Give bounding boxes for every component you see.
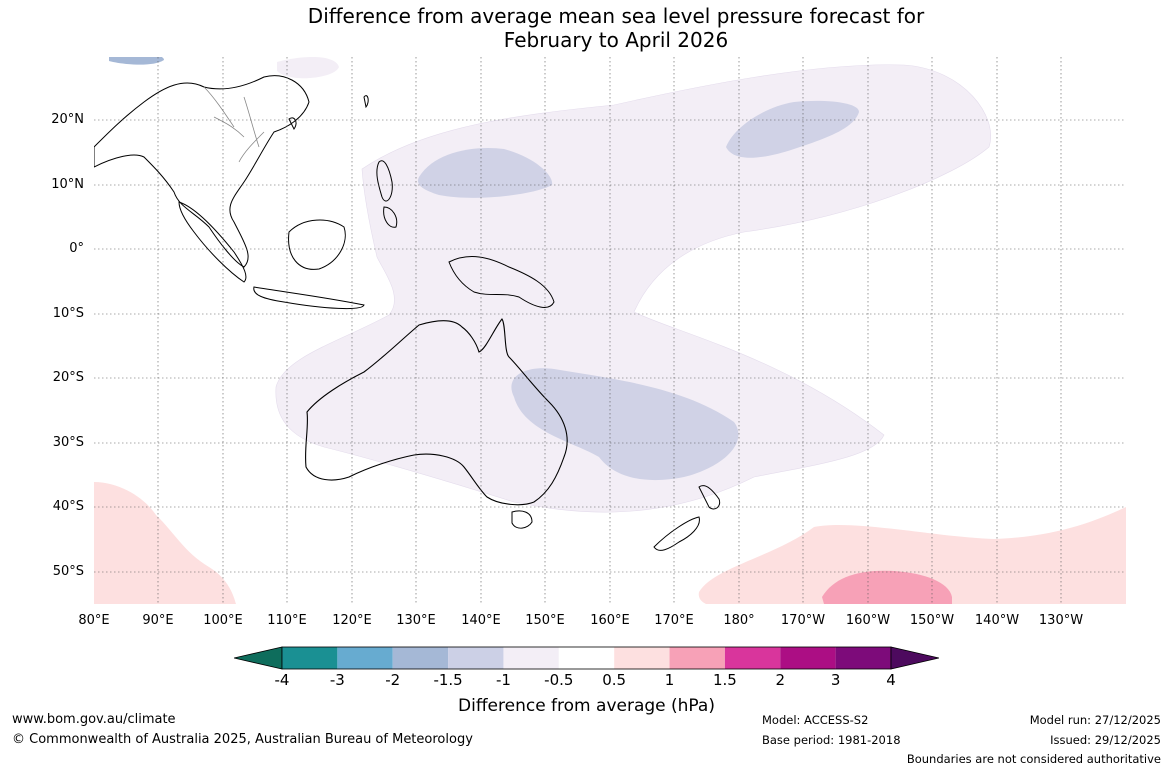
legend-tick-label: -1 (495, 671, 511, 689)
legend-tick-label: 1.5 (712, 671, 737, 689)
legend-swatch (669, 647, 725, 669)
java-coastline (253, 286, 365, 310)
legend-swatch (724, 647, 781, 669)
model-text: Model: ACCESS-S2 (762, 713, 869, 727)
lon-label-130e: 130°E (396, 613, 436, 628)
legend-swatch (780, 647, 836, 669)
new-guinea-coastline (448, 256, 555, 308)
country-borders (203, 86, 265, 163)
lon-label-80e: 80°E (78, 613, 110, 628)
hainan-taiwan-coastline (288, 95, 369, 130)
australia-coastline (305, 318, 568, 506)
legend-swatch (337, 647, 393, 669)
legend-tick-label: -2 (385, 671, 401, 689)
base-period-text: Base period: 1981-2018 (762, 733, 901, 747)
lon-label-160e: 160°E (590, 613, 630, 628)
lon-label-90e: 90°E (142, 613, 174, 628)
disclaimer-text: Boundaries are not considered authoritat… (906, 752, 1161, 766)
lon-label-170e: 170°E (654, 613, 694, 628)
legend-tick-label: -1.5 (433, 671, 463, 689)
legend-tick-label: 4 (886, 671, 896, 689)
map-title-line1: Difference from average mean sea level p… (307, 4, 925, 28)
legend-swatch (448, 647, 504, 669)
anomaly-region-blue-negative (109, 57, 164, 65)
sumatra-coastline (178, 201, 247, 283)
legend-swatch (835, 647, 891, 669)
issued-text: Issued: 29/12/2025 (1050, 733, 1161, 747)
anomaly-region-light-positive-southwest (94, 482, 236, 604)
legend-arrow-low (234, 646, 283, 670)
lon-label-150w: 150°W (909, 613, 955, 628)
anomaly-region-mid-negative-tropics (418, 147, 553, 198)
borneo-coastline (288, 219, 346, 270)
legend-tick-label: -3 (329, 671, 345, 689)
lat-label-10n: 10°N (51, 177, 84, 192)
legend-tick-label: 2 (775, 671, 786, 689)
legend-arrow-high (890, 646, 939, 670)
lon-label-160w: 160°W (845, 613, 891, 628)
website-text: www.bom.gov.au/climate (12, 712, 176, 727)
anomaly-region-mid-positive (822, 570, 952, 604)
legend-swatch (392, 647, 449, 669)
lat-label-0: 0° (69, 241, 84, 256)
legend-tick-label: -4 (274, 671, 290, 689)
lon-label-140e: 140°E (461, 613, 501, 628)
legend-tick-label: 1 (664, 671, 675, 689)
copyright-text: © Commonwealth of Australia 2025, Austra… (12, 732, 473, 747)
legend-tick-label: 3 (830, 671, 841, 689)
legend-label: Difference from average (hPa) (458, 696, 715, 716)
map-title-line2: February to April 2026 (503, 28, 729, 52)
lon-label-100e: 100°E (203, 613, 243, 628)
legend-tick-label: -0.5 (544, 671, 574, 689)
legend-swatch (614, 647, 670, 669)
philippines-coastline (376, 160, 398, 228)
legend-swatch (503, 647, 559, 669)
legend-swatch (558, 647, 615, 669)
anomaly-region-mid-negative-north-pacific (726, 100, 859, 158)
lat-label-50s: 50°S (52, 564, 84, 579)
gridlines (94, 57, 1126, 604)
lon-label-130w: 130°W (1038, 613, 1084, 628)
lat-label-10s: 10°S (52, 306, 84, 321)
anomaly-region-light-negative-north (277, 57, 339, 79)
lat-label-20s: 20°S (52, 370, 84, 385)
anomaly-region-mid-negative-coral-sea (511, 368, 739, 481)
lon-label-180: 180° (723, 613, 755, 628)
lat-label-20n: 20°N (51, 112, 84, 127)
lon-label-140w: 140°W (974, 613, 1020, 628)
new-zealand-coastline (653, 485, 721, 551)
lon-label-170w: 170°W (780, 613, 826, 628)
lat-label-40s: 40°S (52, 499, 84, 514)
lon-label-110e: 110°E (267, 613, 307, 628)
lon-label-150e: 150°E (525, 613, 565, 628)
model-run-text: Model run: 27/12/2025 (1029, 713, 1161, 727)
tasmania-coastline (511, 510, 533, 529)
asia-mainland-coastline (94, 75, 310, 268)
map-title: Difference from average mean sea level p… (0, 4, 1173, 52)
lon-label-120e: 120°E (332, 613, 372, 628)
legend-tick-label: 0.5 (602, 671, 627, 689)
anomaly-region-light-positive-southeast (698, 507, 1126, 604)
legend-colorbar (234, 646, 939, 670)
forecast-map (94, 57, 1126, 604)
lat-label-30s: 30°S (52, 435, 84, 450)
legend-swatch (282, 647, 338, 669)
